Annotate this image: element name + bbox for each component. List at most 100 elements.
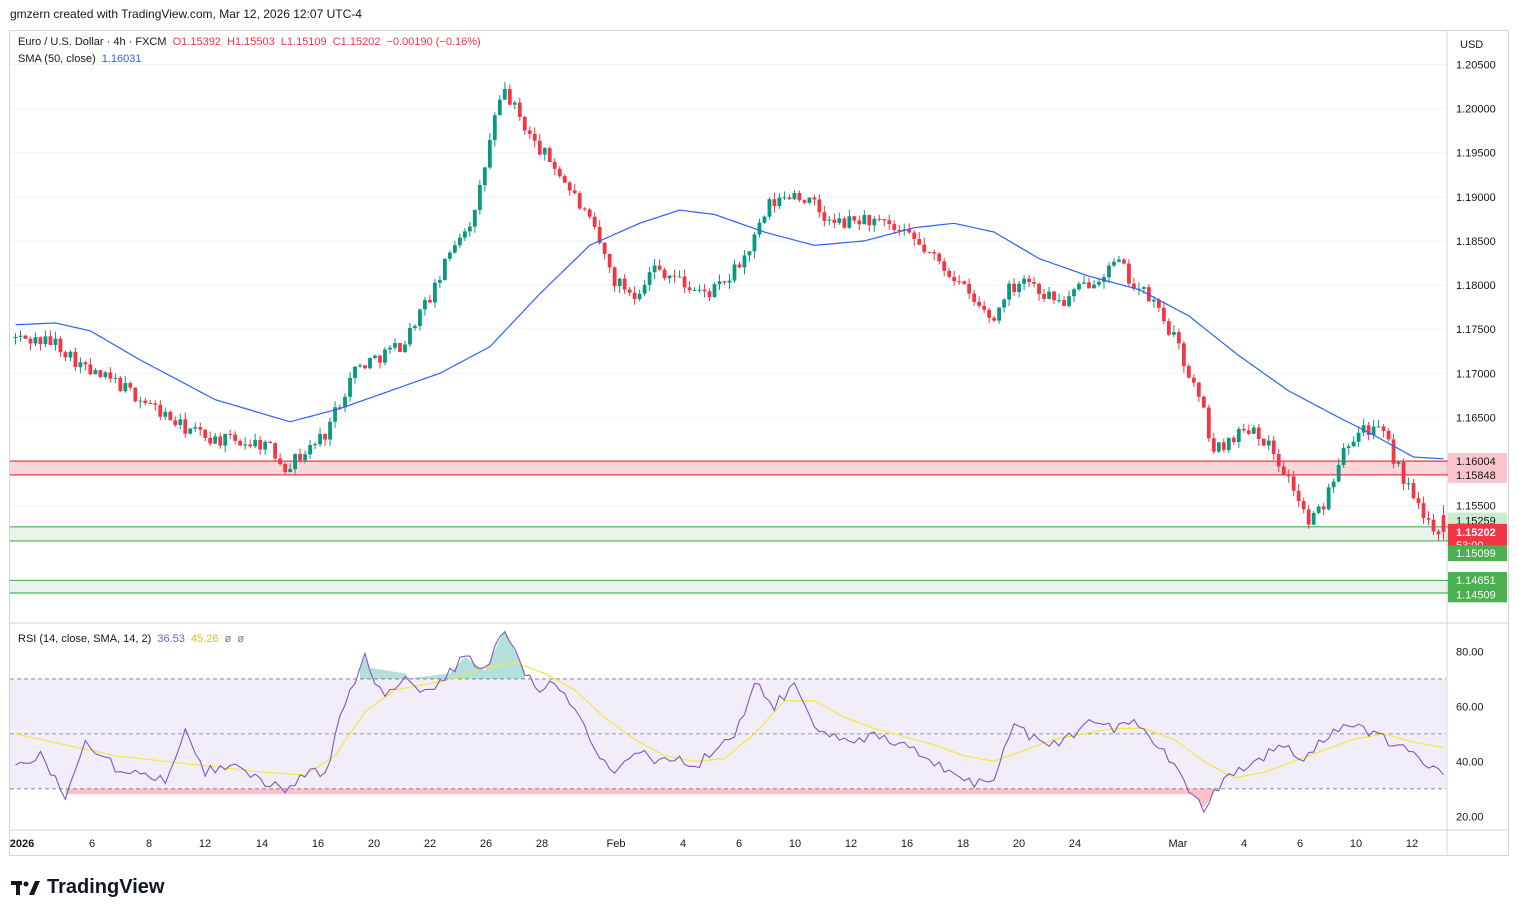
price-tick-label: 1.17500 — [1456, 324, 1496, 336]
candle-body — [627, 289, 632, 293]
candle-body — [118, 377, 123, 392]
candle-body — [797, 192, 802, 201]
candle-body — [697, 289, 702, 291]
candle-body — [1426, 518, 1431, 520]
candle-body — [273, 443, 278, 459]
candle-body — [1042, 293, 1046, 299]
candle-body — [1351, 441, 1356, 447]
candle-body — [313, 444, 317, 446]
legend-low: L1.15109 — [280, 36, 327, 48]
candle-body — [507, 89, 512, 105]
candle-body — [148, 402, 153, 404]
price-tick-label: 1.20500 — [1456, 60, 1496, 72]
legend-symbol[interactable]: Euro / U.S. Dollar · 4h · FXCM — [18, 36, 167, 48]
candle-body — [333, 407, 337, 422]
candle-body — [842, 218, 847, 228]
candle-body — [58, 338, 63, 353]
candle-body — [1196, 382, 1201, 397]
candle-body — [997, 307, 1002, 321]
rsi-legend-extra2: ø — [237, 633, 245, 645]
candle-body — [253, 440, 258, 447]
legend-change: −0.00190 (−0.16%) — [386, 36, 481, 48]
candle-body — [1241, 428, 1246, 431]
sma-legend-value: 1.16031 — [101, 53, 142, 65]
candle-body — [63, 352, 68, 358]
candle-body — [1416, 498, 1421, 504]
candle-body — [1391, 439, 1396, 464]
candle-body — [368, 358, 372, 369]
candle-body — [502, 89, 507, 100]
price-tick-label: 1.16500 — [1456, 412, 1496, 424]
rsi-legend[interactable]: RSI (14, close, SMA, 14, 2) 36.53 45.26 … — [18, 633, 247, 645]
rsi-tick-label: 80.00 — [1456, 646, 1484, 658]
price-tick-label: 1.15500 — [1456, 501, 1496, 513]
candle-body — [1366, 425, 1371, 435]
candle-body — [1132, 283, 1136, 289]
candle-body — [707, 291, 712, 298]
candle-body — [1316, 506, 1321, 513]
candle-body — [537, 140, 542, 155]
time-tick-label: 24 — [1069, 838, 1081, 850]
candle-body — [1032, 282, 1036, 284]
candle-body — [567, 182, 572, 191]
candle-body — [208, 437, 213, 444]
rsi-legend-extra1: ø — [224, 633, 232, 645]
badge-zone-red-bottom: 1.15848 — [1456, 470, 1496, 482]
candle-body — [787, 197, 792, 200]
candle-body — [293, 453, 298, 469]
candle-body — [762, 216, 767, 223]
candle-body — [1022, 278, 1026, 284]
price-tick-label: 1.18500 — [1456, 236, 1496, 248]
candle-body — [552, 161, 557, 169]
time-tick-label: 26 — [480, 838, 492, 850]
candle-body — [338, 407, 342, 409]
candle-body — [83, 362, 88, 365]
candle-body — [1256, 427, 1261, 439]
time-tick-label: 10 — [1350, 838, 1362, 850]
candle-body — [977, 301, 982, 306]
candle-body — [467, 226, 472, 232]
sma-legend[interactable]: SMA (50, close) 1.16031 — [18, 53, 144, 65]
time-tick-label: 22 — [424, 838, 436, 850]
candle-body — [752, 234, 757, 252]
time-tick-label: 14 — [256, 838, 268, 850]
candle-body — [1346, 446, 1351, 448]
candle-body — [832, 219, 837, 223]
candle-body — [897, 229, 902, 231]
candle-body — [692, 290, 697, 292]
candle-body — [303, 454, 307, 461]
sma-line — [15, 209, 1444, 460]
candle-body — [1291, 476, 1296, 491]
candle-body — [617, 278, 622, 287]
candle-body — [133, 387, 138, 402]
candle-body — [1092, 284, 1096, 289]
rsi-overbought-fill — [360, 629, 525, 679]
time-tick-label: 6 — [1297, 838, 1303, 850]
candle-body — [452, 245, 457, 253]
candle-body — [862, 215, 867, 225]
badge-zone-red-top: 1.16004 — [1456, 456, 1496, 468]
tradingview-brand[interactable]: TradingView — [11, 876, 164, 899]
candle-body — [98, 370, 103, 377]
candle-body — [328, 421, 332, 440]
candle-body — [532, 133, 537, 141]
candle-body — [163, 411, 168, 417]
badge-zone-green-bottom: 1.15099 — [1456, 548, 1496, 560]
candle-body — [972, 293, 977, 302]
time-tick-label: 12 — [199, 838, 211, 850]
candle-body — [887, 220, 892, 225]
candle-body — [712, 284, 717, 298]
candle-body — [223, 433, 228, 446]
legend-high: H1.15503 — [227, 36, 275, 48]
price-legend: Euro / U.S. Dollar · 4h · FXCM O1.15392 … — [18, 36, 484, 48]
candle-body — [1401, 461, 1406, 484]
candle-body — [1157, 299, 1161, 308]
candle-body — [1017, 283, 1021, 293]
candle-body — [378, 355, 382, 363]
candle-body — [123, 383, 128, 392]
candle-body — [308, 445, 312, 455]
candle-body — [1152, 299, 1156, 302]
candle-body — [512, 102, 517, 105]
candle-body — [393, 343, 397, 348]
